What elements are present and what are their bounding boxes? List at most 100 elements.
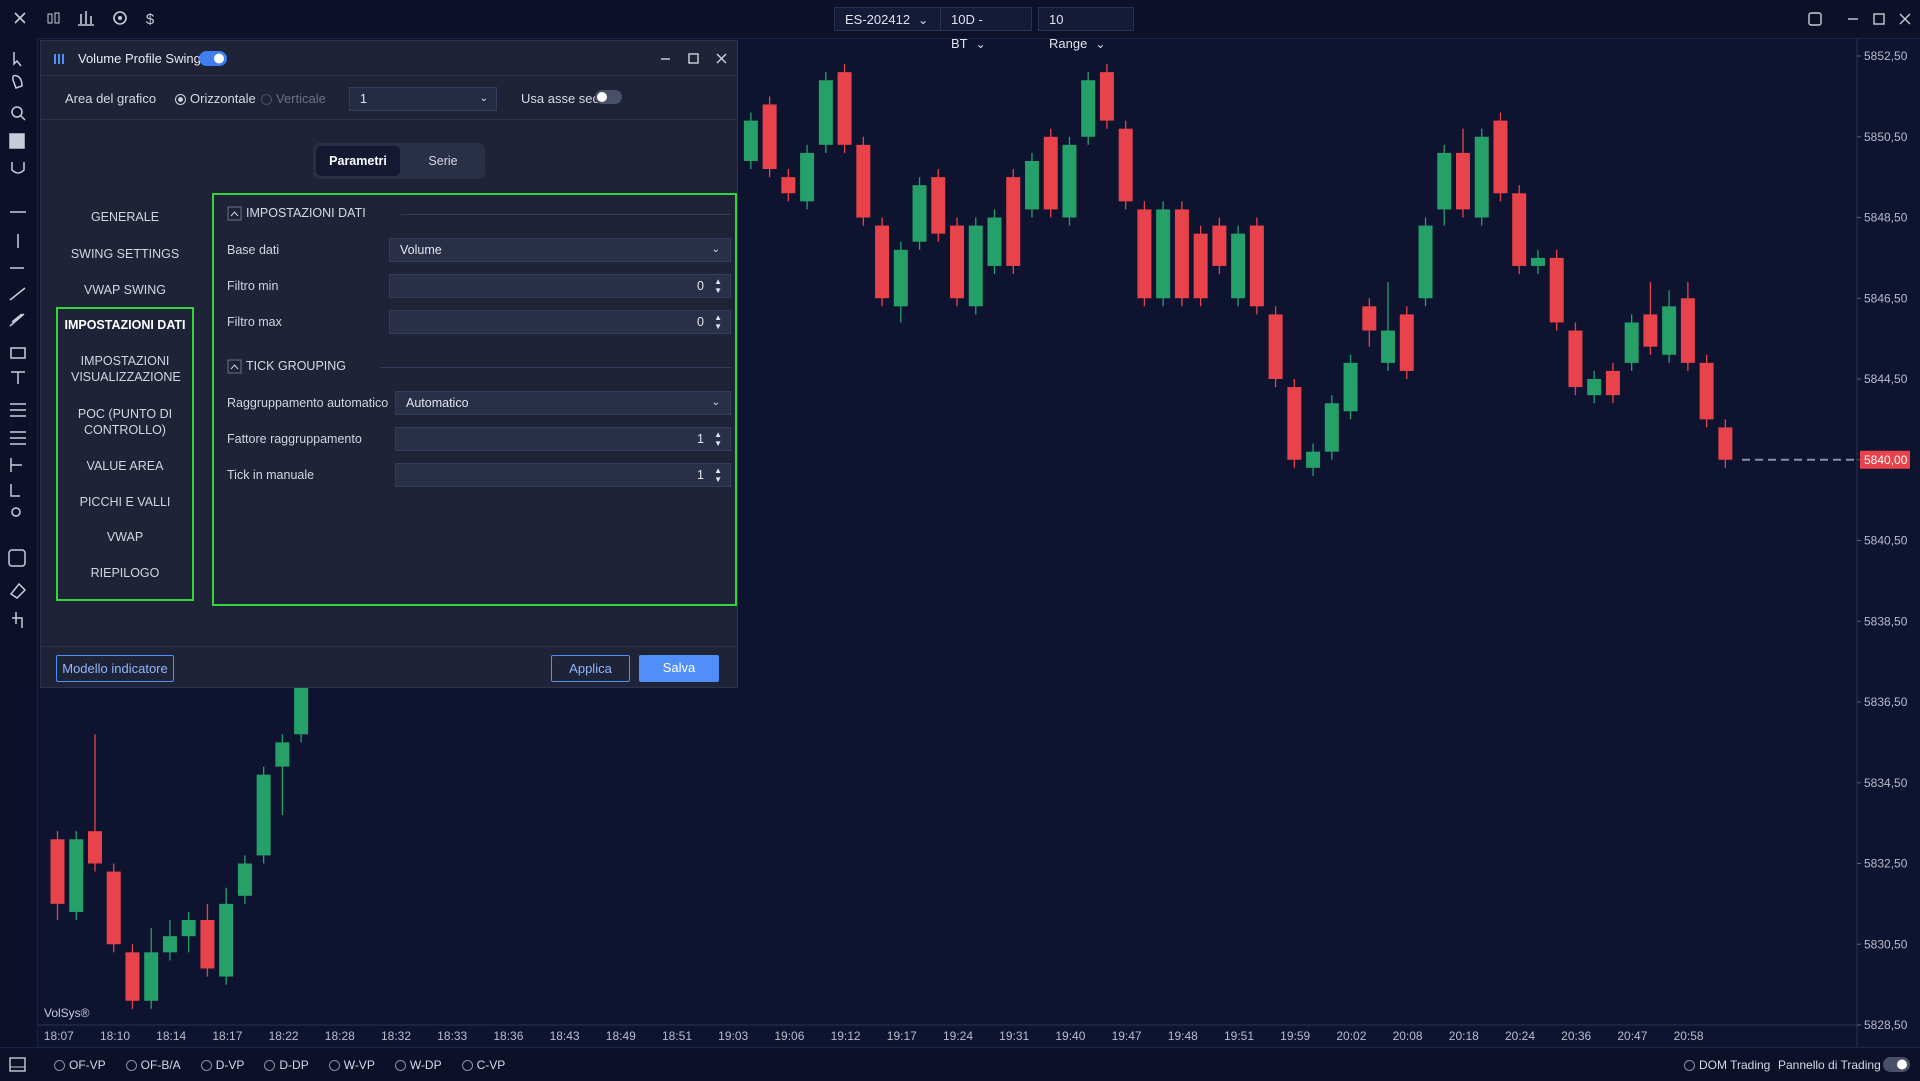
drawing-tools[interactable] — [0, 38, 37, 638]
menu-item-active[interactable]: IMPOSTAZIONI DATI — [64, 318, 186, 332]
candle-body — [1268, 314, 1283, 379]
radio — [328, 1060, 340, 1072]
candle-body — [1718, 427, 1733, 460]
candle-body — [1587, 379, 1602, 396]
study-option[interactable]: D-VP — [200, 1058, 244, 1072]
menu-item[interactable]: SWING SETTINGS — [70, 247, 180, 261]
layout-icon[interactable] — [8, 1056, 28, 1074]
window-controls[interactable] — [1806, 10, 1916, 28]
candle-body — [1081, 80, 1096, 137]
template-button[interactable]: Modello indicatore — [56, 655, 174, 682]
candle-body — [1118, 128, 1133, 202]
candle-body — [931, 177, 946, 234]
field-label: Fattore raggruppamento — [227, 432, 362, 446]
y-tick-label: 5828,50 — [1864, 1018, 1908, 1032]
period-dropdown[interactable]: 10D - BT — [940, 7, 1032, 51]
chevron: ⌄ — [711, 397, 720, 408]
radio — [200, 1060, 212, 1072]
candle-body — [818, 80, 833, 145]
field-label: Filtro min — [227, 279, 279, 293]
study-option[interactable]: C-VP — [461, 1058, 505, 1072]
collapse-button[interactable] — [227, 359, 243, 375]
tab[interactable]: Serie — [428, 154, 458, 168]
option-label: Verticale — [276, 91, 326, 106]
x-tick-label: 19:12 — [831, 1029, 861, 1043]
apply-button[interactable]: Applica — [551, 655, 630, 682]
spinner[interactable]: ▲ ▼ — [714, 430, 722, 448]
candle-body — [1193, 233, 1208, 299]
drawing-toolbar — [0, 38, 38, 1047]
collapse-button[interactable] — [227, 206, 243, 222]
candle-body — [106, 871, 121, 945]
section-rule — [401, 214, 731, 215]
candle-body — [856, 144, 871, 218]
save-button[interactable]: Salva — [639, 655, 719, 682]
menu-item[interactable]: VALUE AREA — [86, 459, 164, 473]
menu-item[interactable]: VWAP — [106, 530, 144, 544]
bar-type-dropdown[interactable]: 10 Range — [1038, 7, 1134, 51]
study-option[interactable]: W-DP — [394, 1058, 442, 1072]
dom-trading[interactable]: DOM Trading — [1684, 1058, 1770, 1072]
dropdown[interactable]: Automatico ⌄ — [395, 391, 731, 415]
enable-toggle[interactable] — [198, 50, 228, 68]
menu-item[interactable]: RIEPILOGO — [90, 566, 160, 580]
spinner[interactable]: ▲ ▼ — [714, 277, 722, 295]
vertical-option[interactable]: Verticale — [261, 91, 326, 106]
candle-body — [1343, 362, 1358, 412]
menu-item[interactable]: PICCHI E VALLI — [79, 495, 171, 509]
spinner[interactable]: ▲ ▼ — [714, 466, 722, 484]
y-tick-label: 5846,50 — [1864, 291, 1908, 305]
candle-body — [1174, 209, 1189, 299]
menu-item[interactable]: IMPOSTAZIONI VISUALIZZAZIONE — [71, 354, 181, 384]
menu-item[interactable]: VWAP SWING — [84, 283, 166, 297]
dialog-window-controls[interactable] — [657, 50, 735, 68]
y-tick-label: 5832,50 — [1864, 857, 1908, 871]
secondary-axis-toggle[interactable] — [594, 89, 624, 107]
watermark: VolSys® — [44, 1006, 90, 1020]
horizontal-option[interactable]: Orizzontale — [175, 91, 256, 106]
candle-body — [1493, 120, 1508, 194]
dropdown[interactable]: Volume ⌄ — [389, 238, 731, 262]
candle-body — [912, 185, 927, 242]
trading-panel-toggle[interactable] — [1882, 1056, 1912, 1074]
candle-body — [1043, 136, 1058, 210]
candle-body — [181, 920, 196, 937]
study-option[interactable]: D-DP — [264, 1058, 309, 1072]
x-tick-label: 18:22 — [269, 1029, 299, 1043]
candle-body — [125, 952, 140, 1001]
top-icons[interactable]: $ — [12, 9, 162, 29]
option-label: OF-VP — [69, 1058, 106, 1072]
candle-body — [1099, 72, 1114, 121]
candle-body — [219, 903, 234, 977]
x-tick-label: 18:28 — [325, 1029, 355, 1043]
number-input[interactable]: 0 ▲ ▼ — [389, 310, 731, 334]
study-option[interactable]: W-VP — [328, 1058, 375, 1072]
candle-body — [781, 177, 796, 194]
candle-body — [1643, 314, 1658, 347]
tab-active[interactable]: Parametri — [316, 146, 400, 176]
number-input[interactable]: 0 ▲ ▼ — [389, 274, 731, 298]
section-rule — [381, 367, 731, 368]
radio — [1684, 1060, 1695, 1072]
y-tick-label: 5836,50 — [1864, 695, 1908, 709]
candle-body — [1568, 330, 1583, 388]
radio — [264, 1060, 276, 1072]
candle-body — [69, 839, 84, 912]
menu-item[interactable]: POC (PUNTO DI CONTROLLO) — [77, 407, 173, 437]
number-input[interactable]: 1 ▲ ▼ — [395, 427, 731, 451]
menu-item[interactable]: GENERALE — [90, 210, 160, 224]
trading-panel-label: Pannello di Trading — [1778, 1058, 1881, 1072]
panel-dropdown[interactable]: 1 ⌄ — [349, 87, 497, 111]
spinner[interactable]: ▲ ▼ — [714, 313, 722, 331]
dialog-title: Volume Profile Swing — [78, 51, 201, 66]
candle-body — [162, 936, 177, 953]
study-option[interactable]: OF-B/A — [125, 1058, 181, 1072]
radio — [54, 1060, 65, 1072]
symbol-dropdown[interactable]: ES-202412 — [834, 7, 944, 31]
field-label: Filtro max — [227, 315, 282, 329]
candle-body — [1212, 225, 1227, 266]
number-input[interactable]: 1 ▲ ▼ — [395, 463, 731, 487]
study-option[interactable]: OF-VP — [54, 1058, 106, 1072]
